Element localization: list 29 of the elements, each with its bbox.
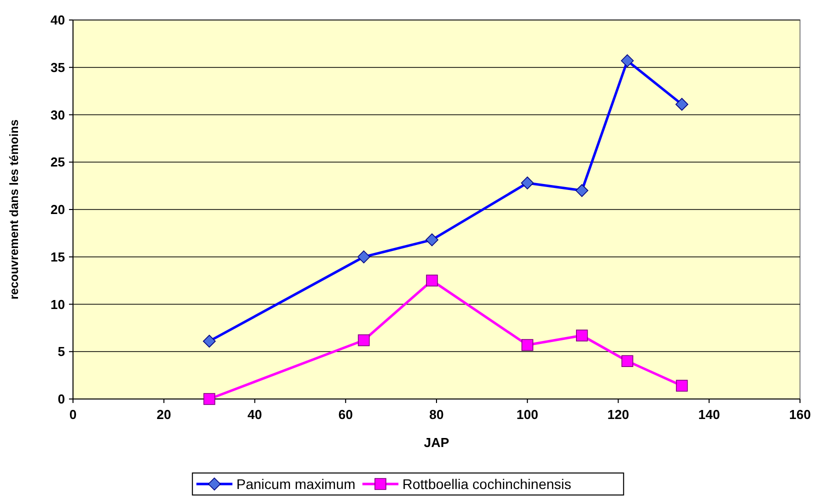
y-tick-label: 35 [50,60,65,75]
y-axis-title: recouvrement dans les témoins [7,119,21,300]
x-tick-label: 40 [248,407,262,422]
y-tick-label: 25 [50,154,65,170]
point [426,274,438,286]
x-tick-label: 120 [607,407,630,422]
point [203,393,216,405]
x-tick-label: 160 [789,407,811,422]
point [676,380,688,392]
y-tick-label: 15 [50,249,65,264]
y-tick-label: 0 [58,392,65,407]
x-tick-label: 80 [429,407,444,422]
point [576,330,588,342]
point [521,339,534,351]
y-tick-label: 10 [50,296,65,312]
x-tick-label: 60 [338,407,353,422]
point [358,334,370,346]
legend-label: Panicum maximum [236,476,356,492]
legend-label: Rottboellia cochinchinensis [402,476,572,492]
x-tick-label: 20 [156,407,172,422]
y-tick-label: 40 [50,12,65,28]
x-tick-label: 100 [516,407,538,422]
x-axis-title: JAP [424,435,450,450]
y-tick-label: 20 [50,202,65,218]
y-tick-label: 30 [50,107,65,122]
x-tick-label: 140 [698,407,720,422]
y-tick-label: 5 [58,344,65,360]
x-tick-label: 0 [69,407,77,422]
point [621,355,634,367]
